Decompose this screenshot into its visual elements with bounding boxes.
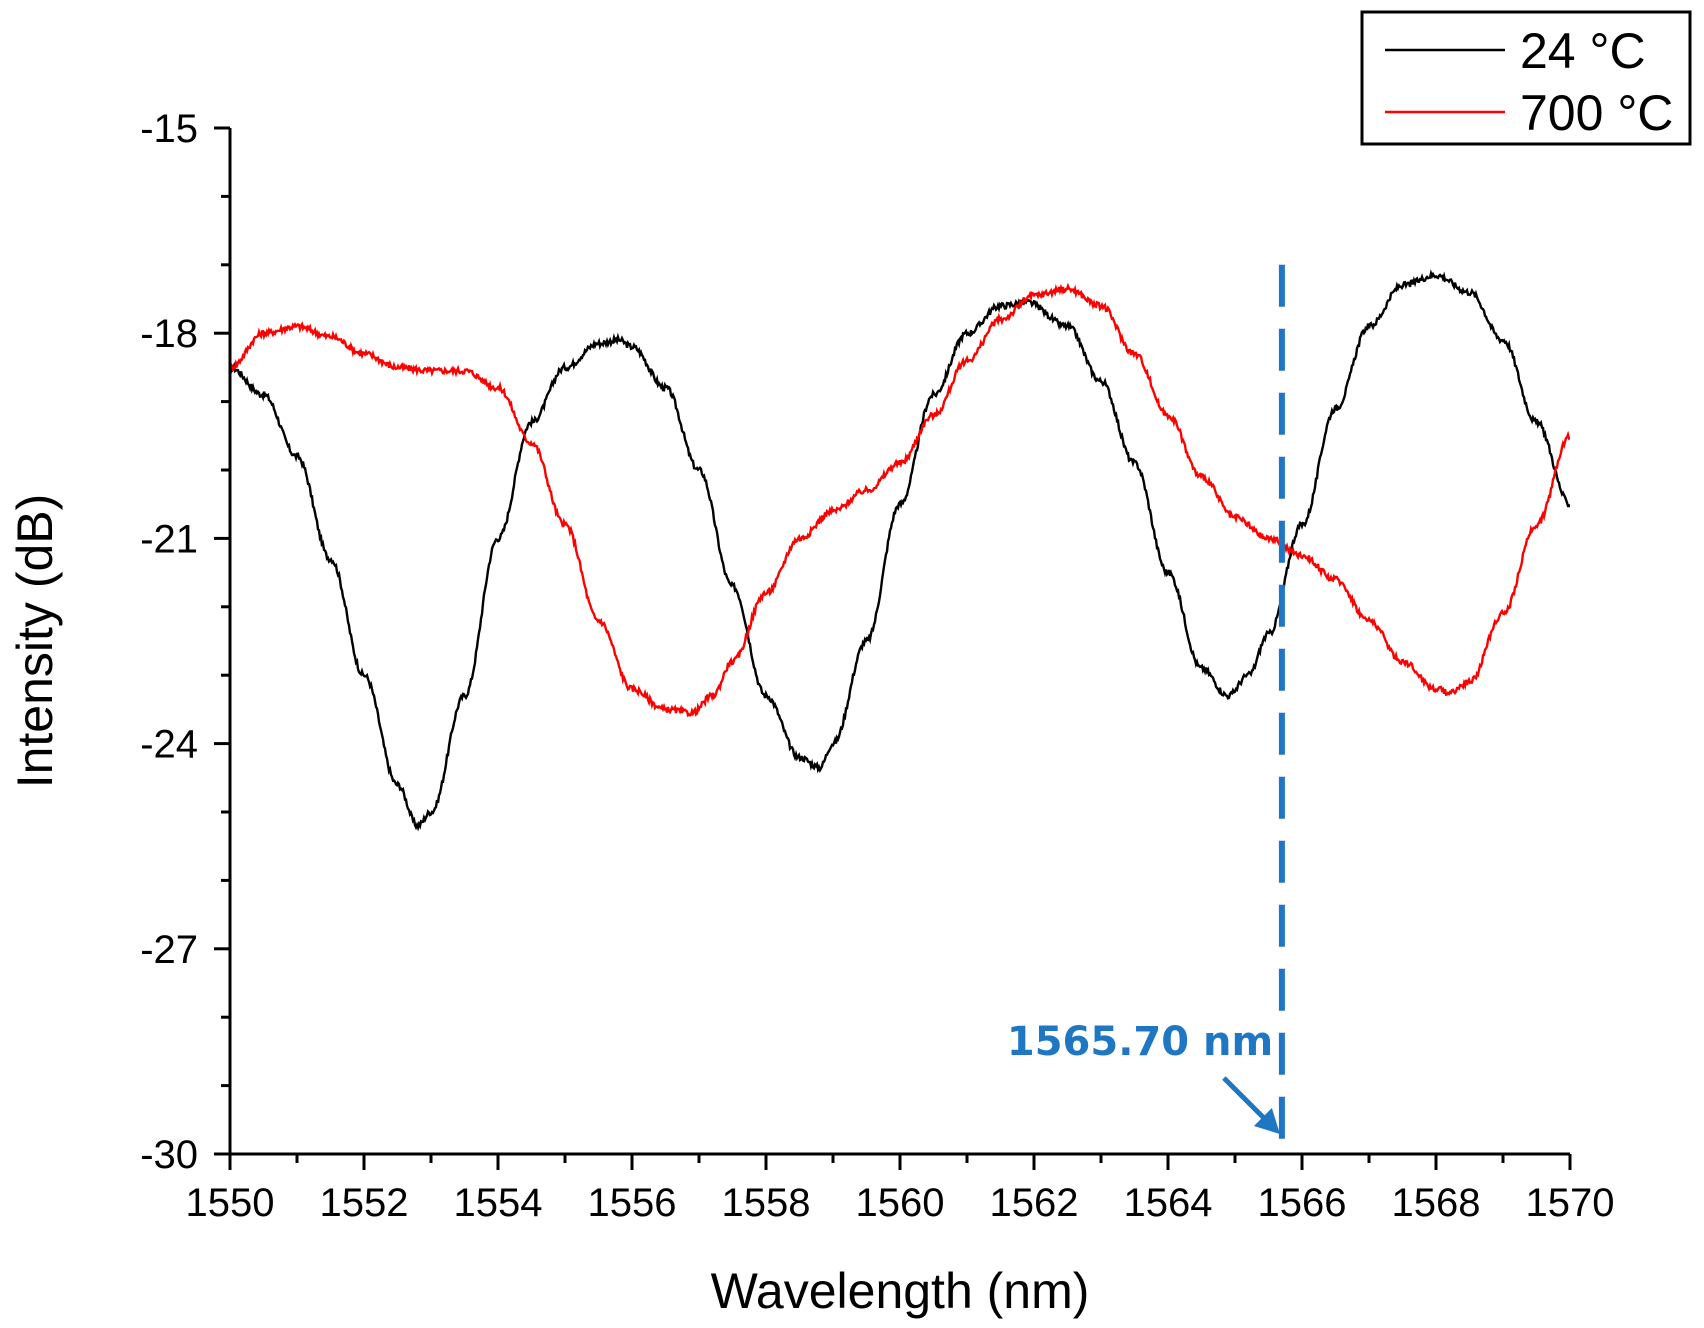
x-tick-label: 1558 [722, 1181, 811, 1225]
x-tick-label: 1552 [320, 1181, 409, 1225]
series-line-1 [230, 282, 1570, 718]
legend: 24 °C 700 °C [1360, 10, 1692, 146]
series-line-0 [230, 269, 1570, 832]
x-tick-label: 1570 [1526, 1181, 1615, 1225]
x-tick-label: 1560 [856, 1181, 945, 1225]
legend-label-24c: 24 °C [1520, 23, 1646, 79]
y-tick-label: -27 [140, 928, 198, 972]
x-tick-label: 1556 [588, 1181, 677, 1225]
x-tick-label: 1564 [1124, 1181, 1213, 1225]
x-tick-label: 1554 [454, 1181, 543, 1225]
legend-box [1360, 10, 1692, 146]
annotation-label: 1565.70 nm [1007, 1019, 1273, 1065]
y-axis-title: Intensity (dB) [7, 494, 63, 789]
y-tick-label: -30 [140, 1133, 198, 1177]
y-tick-label: -21 [140, 517, 198, 561]
x-tick-label: 1562 [990, 1181, 1079, 1225]
y-tick-label: -18 [140, 312, 198, 356]
x-tick-label: 1566 [1258, 1181, 1347, 1225]
annotation-arrow [1222, 1076, 1270, 1124]
y-tick-label: -15 [140, 107, 198, 151]
y-tick-label: -24 [140, 723, 198, 767]
x-tick-label: 1568 [1392, 1181, 1481, 1225]
legend-label-700c: 700 °C [1520, 85, 1673, 141]
x-tick-label: 1550 [186, 1181, 275, 1225]
annotation-arrowhead [1253, 1108, 1280, 1134]
x-axis-title: Wavelength (nm) [711, 1263, 1090, 1319]
